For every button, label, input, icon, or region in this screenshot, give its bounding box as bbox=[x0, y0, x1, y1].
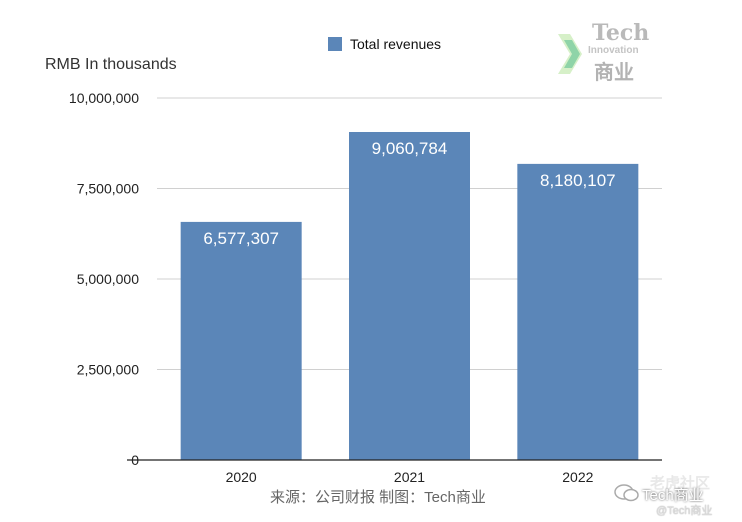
tech-innovation-logo: Tech Innovation 商业 bbox=[556, 20, 656, 84]
y-tick-label: 2,500,000 bbox=[77, 362, 139, 378]
x-tick-label: 2021 bbox=[394, 469, 425, 485]
legend-swatch bbox=[328, 37, 342, 51]
legend-label: Total revenues bbox=[350, 36, 442, 52]
data-label: 6,577,307 bbox=[203, 229, 279, 248]
y-tick-label: 10,000,000 bbox=[69, 90, 139, 106]
y-tick-label: 5,000,000 bbox=[77, 271, 139, 287]
bar bbox=[180, 221, 302, 460]
watermark-text-1: 老虎社区 bbox=[650, 475, 711, 492]
data-label: 8,180,107 bbox=[540, 171, 616, 190]
legend: Total revenues bbox=[328, 36, 441, 52]
watermark: 老虎社区 Tech商业 @Tech商业 bbox=[614, 472, 739, 517]
source-note: 来源：公司财报 制图：Tech商业 bbox=[270, 489, 486, 506]
logo-text-innovation: Innovation bbox=[588, 45, 639, 56]
y-axis-label: RMB In thousands bbox=[45, 56, 177, 73]
data-label: 9,060,784 bbox=[372, 139, 448, 158]
watermark-text-2: Tech商业 bbox=[642, 487, 704, 504]
y-tick-label: 7,500,000 bbox=[77, 181, 139, 197]
watermark-text-3: @Tech商业 bbox=[656, 505, 713, 517]
x-tick-label: 2020 bbox=[226, 469, 257, 485]
chevron-logo-icon bbox=[558, 34, 582, 74]
x-tick-label: 2022 bbox=[562, 469, 593, 485]
bar bbox=[349, 131, 470, 460]
logo-text-tech: Tech bbox=[592, 20, 650, 46]
bar bbox=[517, 163, 639, 460]
logo-text-chinese: 商业 bbox=[594, 62, 634, 84]
chat-bubble-icon bbox=[614, 484, 639, 502]
